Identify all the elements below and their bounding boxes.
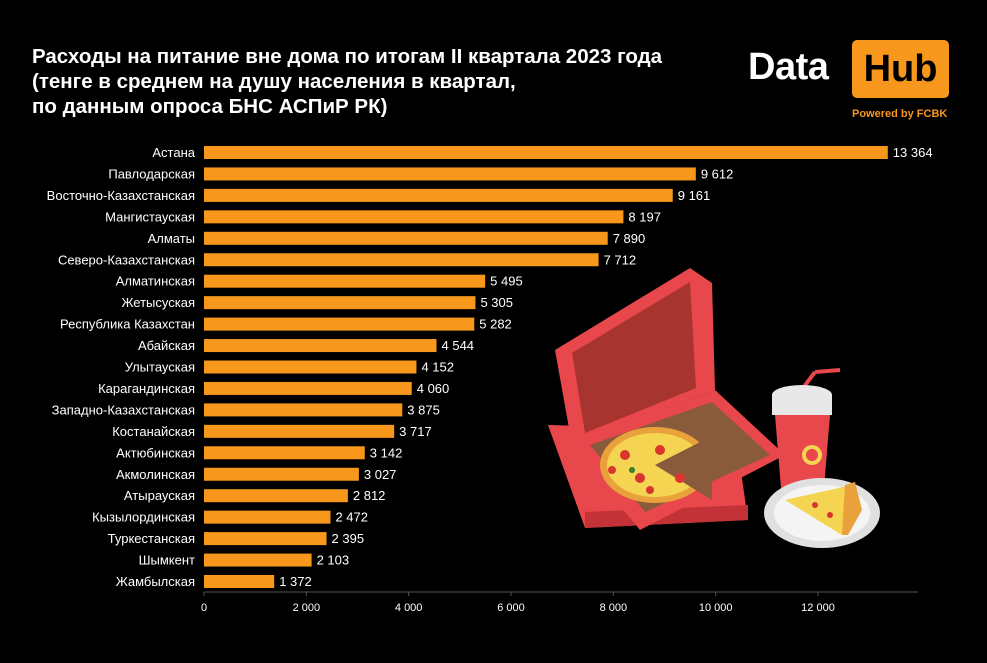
pizza-box-illustration [548,268,880,548]
category-label: Северо-Казахстанская [58,252,195,267]
value-label: 1 372 [279,574,312,589]
bar [204,532,327,546]
bar [204,231,608,245]
value-label: 7 712 [604,252,637,267]
category-label: Жамбылская [116,574,195,589]
value-label: 4 152 [421,360,454,375]
category-label: Кызылординская [92,510,195,525]
x-tick-label: 12 000 [801,602,835,614]
category-label: Актюбинская [116,445,195,460]
bar [204,339,437,353]
x-tick-label: 4 000 [395,602,423,614]
value-label: 13 364 [893,145,933,160]
value-label: 3 142 [370,445,403,460]
category-label: Шымкент [139,553,195,568]
bar-group: Астана 13 364 Павлодарская 9 612 Восточно-Ка… [47,145,933,589]
x-tick-label: 6 000 [497,602,525,614]
bar [204,553,312,567]
value-label: 5 282 [479,317,512,332]
category-label: Абайская [138,338,195,353]
bar [204,296,476,310]
value-label: 3 875 [407,402,440,417]
value-label: 4 060 [417,381,450,396]
value-label: 9 612 [701,166,734,181]
x-tick-label: 8 000 [600,602,628,614]
category-label: Алматы [148,231,195,246]
category-label: Восточно-Казахстанская [47,188,195,203]
title-line-3: по данным опроса БНС АСПиР РК) [32,95,388,118]
bar [204,489,348,503]
category-label: Алматинская [116,274,195,289]
bar [204,510,331,524]
logo-powered-text: Powered by FCBK [852,108,948,120]
pizza-slice-plate-icon [764,478,880,548]
value-label: 5 495 [490,274,523,289]
title-line-2: (тенге в среднем на душу населения в ква… [32,70,516,93]
logo-hub-text: Hub [852,40,949,98]
value-label: 7 890 [613,231,646,246]
category-label: Костанайская [112,424,195,439]
bar [204,403,403,417]
value-label: 2 103 [317,553,350,568]
value-label: 2 395 [332,531,365,546]
bar [204,167,696,181]
category-label: Акмолинская [116,467,195,482]
bar [204,210,624,224]
pizza-icon [600,427,712,503]
bar [204,467,359,481]
bar [204,381,412,395]
value-label: 2 812 [353,488,386,503]
bar [204,317,475,331]
bar [204,424,395,438]
category-label: Жетысуская [121,295,195,310]
category-label: Западно-Казахстанская [52,402,195,417]
bar [204,274,486,288]
category-label: Республика Казахстан [60,317,195,332]
value-label: 3 717 [399,424,432,439]
value-label: 2 472 [335,510,368,525]
chart-title: Расходы на питание вне дома по итогам II… [32,44,672,119]
bar [204,146,888,159]
category-label: Мангистауская [105,209,195,224]
value-label: 5 305 [480,295,513,310]
x-tick-label: 0 [201,602,207,614]
category-label: Астана [152,145,195,160]
category-label: Атырауская [124,488,195,503]
bar [204,446,365,460]
x-tick-label: 2 000 [293,602,321,614]
bar [204,253,599,267]
title-line-1: Расходы на питание вне дома по итогам II… [32,45,663,68]
bar [204,360,417,374]
bar [204,188,673,202]
value-label: 3 027 [364,467,397,482]
category-label: Улытауская [125,360,195,375]
category-label: Туркестанская [108,531,195,546]
logo-data-text: Data [748,46,829,88]
category-label: Павлодарская [108,166,195,181]
value-label: 8 197 [628,209,661,224]
x-axis-ticks: 0 2 000 4 000 6 000 8 000 10 000 12 000 [201,592,835,614]
value-label: 4 544 [442,338,475,353]
x-tick-label: 10 000 [699,602,733,614]
category-label: Карагандинская [98,381,195,396]
bar [204,575,275,588]
value-label: 9 161 [678,188,711,203]
